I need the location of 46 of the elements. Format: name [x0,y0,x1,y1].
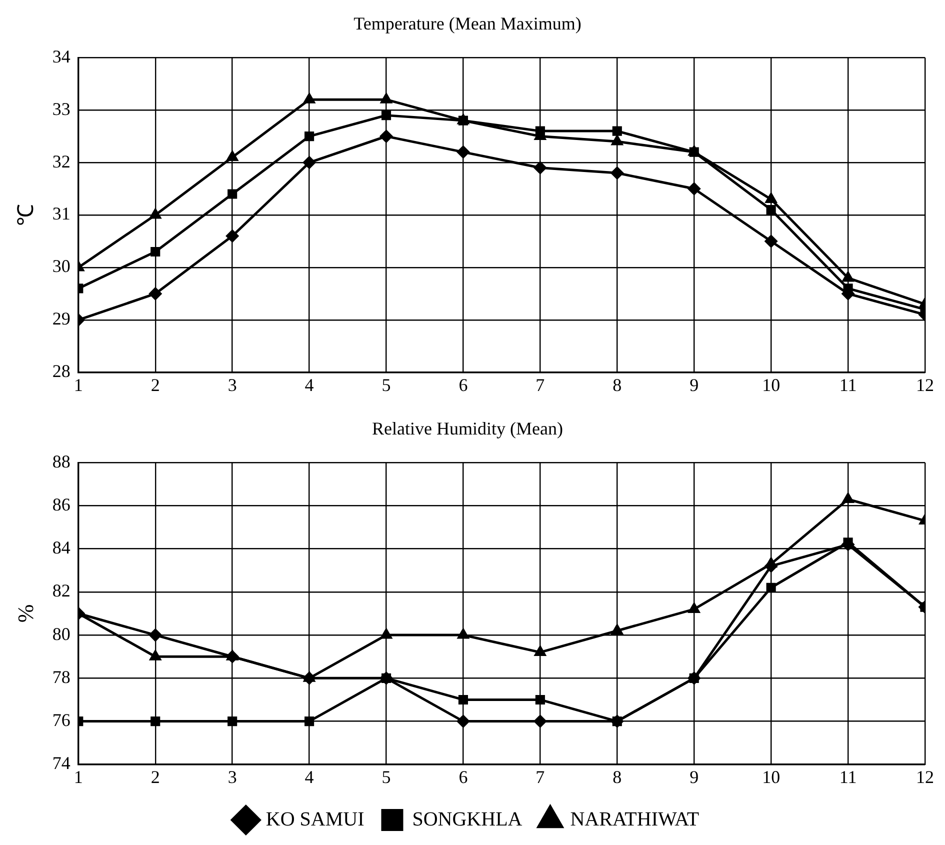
y-tick-label: 86 [52,494,70,514]
y-tick-label: 30 [52,256,70,276]
x-tick-label: 7 [536,766,545,787]
x-tick-label: 7 [536,374,545,395]
x-tick-label: 12 [916,374,934,395]
x-tick-label: 11 [839,766,857,787]
x-tick-label: 10 [762,374,780,395]
x-tick-label: 3 [228,374,237,395]
y-tick-label: 78 [52,666,70,687]
x-tick-label: 6 [458,766,468,787]
x-tick-label: 4 [304,766,314,787]
x-tick-label: 5 [382,374,391,395]
x-tick-label: 12 [916,766,934,787]
x-tick-label: 3 [228,766,237,787]
x-tick-label: 2 [150,374,160,395]
y-tick-label: 76 [52,710,70,730]
y-axis-title: % [12,604,38,623]
chart-title: Relative Humidity (Mean) [372,418,563,439]
y-tick-label: 74 [52,753,70,774]
legend-label: NARATHIWAT [570,808,700,830]
y-tick-label: 82 [52,580,70,601]
x-tick-label: 8 [612,766,622,787]
y-tick-label: 88 [52,451,70,472]
x-tick-label: 9 [690,766,699,787]
y-tick-label: 33 [52,98,70,119]
x-tick-label: 6 [458,374,468,395]
legend-label: KO SAMUI [266,808,364,830]
chart-title: Temperature (Mean Maximum) [354,14,582,34]
y-tick-label: 32 [52,151,70,172]
x-tick-label: 1 [74,766,83,787]
y-tick-label: 29 [52,308,70,329]
x-tick-label: 2 [150,766,160,787]
legend-label: SONGKHLA [412,808,523,830]
x-tick-label: 11 [839,374,857,395]
y-tick-label: 80 [52,624,70,644]
x-tick-label: 9 [690,374,699,395]
x-tick-label: 10 [762,766,780,787]
y-tick-label: 28 [52,361,70,382]
x-tick-label: 1 [74,374,83,395]
y-tick-label: 31 [52,204,70,224]
x-tick-label: 4 [304,374,314,395]
y-tick-label: 84 [52,538,70,558]
x-tick-label: 5 [382,766,391,787]
x-tick-label: 8 [612,374,622,395]
y-axis-title: ℃ [12,204,38,226]
y-tick-label: 34 [52,46,70,66]
